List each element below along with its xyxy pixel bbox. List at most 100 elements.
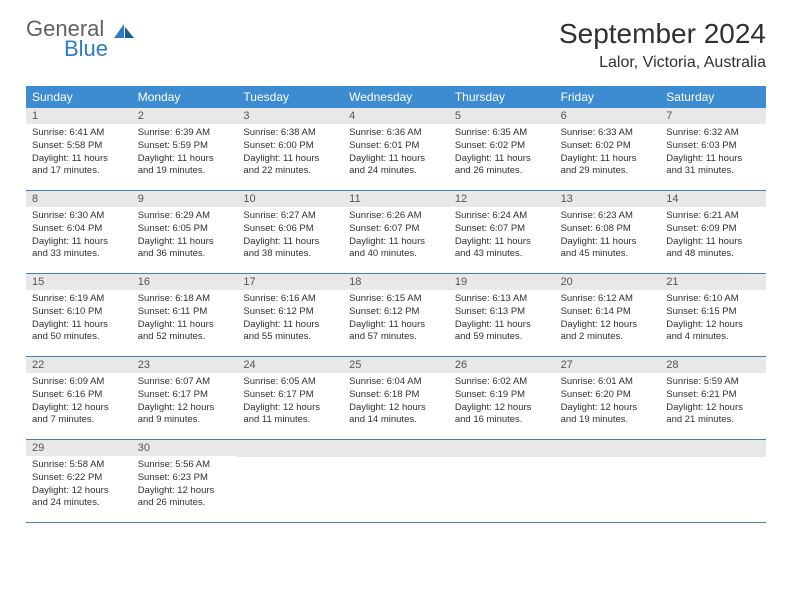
day-body: Sunrise: 6:24 AMSunset: 6:07 PMDaylight:… xyxy=(449,207,555,267)
day-number: 23 xyxy=(132,357,238,373)
sunrise-line: Sunrise: 6:13 AM xyxy=(455,293,549,306)
day-body: Sunrise: 6:26 AMSunset: 6:07 PMDaylight:… xyxy=(343,207,449,267)
day-body: Sunrise: 6:09 AMSunset: 6:16 PMDaylight:… xyxy=(26,373,132,433)
day-number: 30 xyxy=(132,440,238,456)
sunset-line: Sunset: 6:07 PM xyxy=(349,223,443,236)
week-row: 29Sunrise: 5:58 AMSunset: 6:22 PMDayligh… xyxy=(26,440,766,523)
sunset-line: Sunset: 6:03 PM xyxy=(666,140,760,153)
daylight-line: Daylight: 12 hours and 11 minutes. xyxy=(243,402,337,428)
weekday-header: Wednesday xyxy=(343,86,449,108)
day-cell: 5Sunrise: 6:35 AMSunset: 6:02 PMDaylight… xyxy=(449,108,555,190)
daylight-line: Daylight: 12 hours and 19 minutes. xyxy=(561,402,655,428)
sunset-line: Sunset: 6:08 PM xyxy=(561,223,655,236)
empty-day-number xyxy=(555,440,661,457)
sunset-line: Sunset: 6:21 PM xyxy=(666,389,760,402)
sunrise-line: Sunrise: 6:35 AM xyxy=(455,127,549,140)
daylight-line: Daylight: 11 hours and 22 minutes. xyxy=(243,153,337,179)
day-body: Sunrise: 6:02 AMSunset: 6:19 PMDaylight:… xyxy=(449,373,555,433)
day-number: 21 xyxy=(660,274,766,290)
day-body: Sunrise: 6:12 AMSunset: 6:14 PMDaylight:… xyxy=(555,290,661,350)
daylight-line: Daylight: 12 hours and 24 minutes. xyxy=(32,485,126,511)
day-number: 22 xyxy=(26,357,132,373)
sunset-line: Sunset: 6:17 PM xyxy=(243,389,337,402)
empty-cell xyxy=(237,440,343,522)
day-cell: 14Sunrise: 6:21 AMSunset: 6:09 PMDayligh… xyxy=(660,191,766,273)
day-cell: 15Sunrise: 6:19 AMSunset: 6:10 PMDayligh… xyxy=(26,274,132,356)
sunset-line: Sunset: 6:10 PM xyxy=(32,306,126,319)
day-cell: 12Sunrise: 6:24 AMSunset: 6:07 PMDayligh… xyxy=(449,191,555,273)
day-cell: 22Sunrise: 6:09 AMSunset: 6:16 PMDayligh… xyxy=(26,357,132,439)
weekday-header-row: SundayMondayTuesdayWednesdayThursdayFrid… xyxy=(26,86,766,108)
day-cell: 20Sunrise: 6:12 AMSunset: 6:14 PMDayligh… xyxy=(555,274,661,356)
sunset-line: Sunset: 6:20 PM xyxy=(561,389,655,402)
day-cell: 7Sunrise: 6:32 AMSunset: 6:03 PMDaylight… xyxy=(660,108,766,190)
daylight-line: Daylight: 11 hours and 17 minutes. xyxy=(32,153,126,179)
week-row: 1Sunrise: 6:41 AMSunset: 5:58 PMDaylight… xyxy=(26,108,766,191)
day-number: 26 xyxy=(449,357,555,373)
daylight-line: Daylight: 11 hours and 57 minutes. xyxy=(349,319,443,345)
sunset-line: Sunset: 6:16 PM xyxy=(32,389,126,402)
empty-day-number xyxy=(449,440,555,457)
weekday-header: Monday xyxy=(132,86,238,108)
sunrise-line: Sunrise: 6:27 AM xyxy=(243,210,337,223)
day-cell: 25Sunrise: 6:04 AMSunset: 6:18 PMDayligh… xyxy=(343,357,449,439)
day-number: 8 xyxy=(26,191,132,207)
day-body: Sunrise: 6:38 AMSunset: 6:00 PMDaylight:… xyxy=(237,124,343,184)
daylight-line: Daylight: 12 hours and 26 minutes. xyxy=(138,485,232,511)
daylight-line: Daylight: 12 hours and 9 minutes. xyxy=(138,402,232,428)
day-number: 24 xyxy=(237,357,343,373)
sunset-line: Sunset: 6:09 PM xyxy=(666,223,760,236)
sunrise-line: Sunrise: 6:29 AM xyxy=(138,210,232,223)
day-number: 19 xyxy=(449,274,555,290)
day-number: 28 xyxy=(660,357,766,373)
day-cell: 4Sunrise: 6:36 AMSunset: 6:01 PMDaylight… xyxy=(343,108,449,190)
empty-day-number xyxy=(343,440,449,457)
sunrise-line: Sunrise: 5:58 AM xyxy=(32,459,126,472)
day-cell: 24 Sunrise: 6:05 AMSunset: 6:17 PMDayligh… xyxy=(237,357,343,439)
day-cell: 6Sunrise: 6:33 AMSunset: 6:02 PMDaylight… xyxy=(555,108,661,190)
weekday-header: Thursday xyxy=(449,86,555,108)
empty-day-number xyxy=(660,440,766,457)
daylight-line: Daylight: 12 hours and 21 minutes. xyxy=(666,402,760,428)
day-cell: 18Sunrise: 6:15 AMSunset: 6:12 PMDayligh… xyxy=(343,274,449,356)
day-cell: 21Sunrise: 6:10 AMSunset: 6:15 PMDayligh… xyxy=(660,274,766,356)
day-body: Sunrise: 6:19 AMSunset: 6:10 PMDaylight:… xyxy=(26,290,132,350)
day-cell: 30Sunrise: 5:56 AMSunset: 6:23 PMDayligh… xyxy=(132,440,238,522)
sunset-line: Sunset: 5:59 PM xyxy=(138,140,232,153)
daylight-line: Daylight: 11 hours and 24 minutes. xyxy=(349,153,443,179)
logo: General Blue xyxy=(26,18,136,60)
sunrise-line: Sunrise: 6:01 AM xyxy=(561,376,655,389)
empty-cell xyxy=(660,440,766,522)
day-body: Sunrise: 6:16 AMSunset: 6:12 PMDaylight:… xyxy=(237,290,343,350)
day-cell: 9Sunrise: 6:29 AMSunset: 6:05 PMDaylight… xyxy=(132,191,238,273)
day-cell: 19Sunrise: 6:13 AMSunset: 6:13 PMDayligh… xyxy=(449,274,555,356)
logo-sail-icon xyxy=(112,22,136,40)
weekday-header: Saturday xyxy=(660,86,766,108)
sunrise-line: Sunrise: 6:21 AM xyxy=(666,210,760,223)
day-cell: 16Sunrise: 6:18 AMSunset: 6:11 PMDayligh… xyxy=(132,274,238,356)
day-cell: 11Sunrise: 6:26 AMSunset: 6:07 PMDayligh… xyxy=(343,191,449,273)
day-number: 4 xyxy=(343,108,449,124)
sunrise-line: Sunrise: 6:05 AM xyxy=(243,376,337,389)
sunrise-line: Sunrise: 6:04 AM xyxy=(349,376,443,389)
day-number: 6 xyxy=(555,108,661,124)
day-number: 15 xyxy=(26,274,132,290)
daylight-line: Daylight: 11 hours and 36 minutes. xyxy=(138,236,232,262)
empty-day-number xyxy=(237,440,343,457)
day-body: Sunrise: 6:33 AMSunset: 6:02 PMDaylight:… xyxy=(555,124,661,184)
day-body: Sunrise: 6:27 AMSunset: 6:06 PMDaylight:… xyxy=(237,207,343,267)
sunrise-line: Sunrise: 6:19 AM xyxy=(32,293,126,306)
daylight-line: Daylight: 12 hours and 4 minutes. xyxy=(666,319,760,345)
daylight-line: Daylight: 12 hours and 2 minutes. xyxy=(561,319,655,345)
sunrise-line: Sunrise: 6:18 AM xyxy=(138,293,232,306)
sunrise-line: Sunrise: 6:36 AM xyxy=(349,127,443,140)
day-body: Sunrise: 6:07 AMSunset: 6:17 PMDaylight:… xyxy=(132,373,238,433)
daylight-line: Daylight: 11 hours and 48 minutes. xyxy=(666,236,760,262)
calendar: SundayMondayTuesdayWednesdayThursdayFrid… xyxy=(26,86,766,523)
day-number: 13 xyxy=(555,191,661,207)
day-body: Sunrise: 6:30 AMSunset: 6:04 PMDaylight:… xyxy=(26,207,132,267)
sunrise-line: Sunrise: 6:24 AM xyxy=(455,210,549,223)
day-cell: 10Sunrise: 6:27 AMSunset: 6:06 PMDayligh… xyxy=(237,191,343,273)
day-body: Sunrise: 6:29 AMSunset: 6:05 PMDaylight:… xyxy=(132,207,238,267)
sunset-line: Sunset: 6:06 PM xyxy=(243,223,337,236)
